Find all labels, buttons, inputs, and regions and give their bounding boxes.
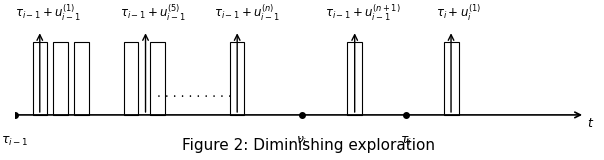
Text: $\tau_{i-1}$: $\tau_{i-1}$ xyxy=(1,135,29,148)
Bar xyxy=(230,42,244,115)
Text: $\tau_{i-1} + u_{i-1}^{(5)}$: $\tau_{i-1} + u_{i-1}^{(5)}$ xyxy=(120,3,186,23)
Text: $t$: $t$ xyxy=(587,117,594,130)
Text: $\tau_i + u_i^{(1)}$: $\tau_i + u_i^{(1)}$ xyxy=(436,3,481,23)
Bar xyxy=(347,42,362,115)
Text: $\nu_i$: $\nu_i$ xyxy=(296,135,307,148)
Bar xyxy=(150,42,165,115)
Text: · · · · · · · · · ·: · · · · · · · · · · xyxy=(157,91,232,104)
Text: Figure 2: Diminishing exploration: Figure 2: Diminishing exploration xyxy=(182,138,435,153)
Text: $\tau_{i-1} + u_{i-1}^{(1)}$: $\tau_{i-1} + u_{i-1}^{(1)}$ xyxy=(14,3,80,23)
Bar xyxy=(33,42,48,115)
Bar xyxy=(444,42,458,115)
Bar xyxy=(124,42,138,115)
Text: $\tau_{i-1} + u_{i-1}^{(n+1)}$: $\tau_{i-1} + u_{i-1}^{(n+1)}$ xyxy=(325,3,401,23)
Bar xyxy=(74,42,89,115)
Text: $\tau_{i-1} + u_{i-1}^{(n)}$: $\tau_{i-1} + u_{i-1}^{(n)}$ xyxy=(214,3,280,23)
Text: $\tau_i$: $\tau_i$ xyxy=(400,135,412,148)
Bar xyxy=(53,42,68,115)
